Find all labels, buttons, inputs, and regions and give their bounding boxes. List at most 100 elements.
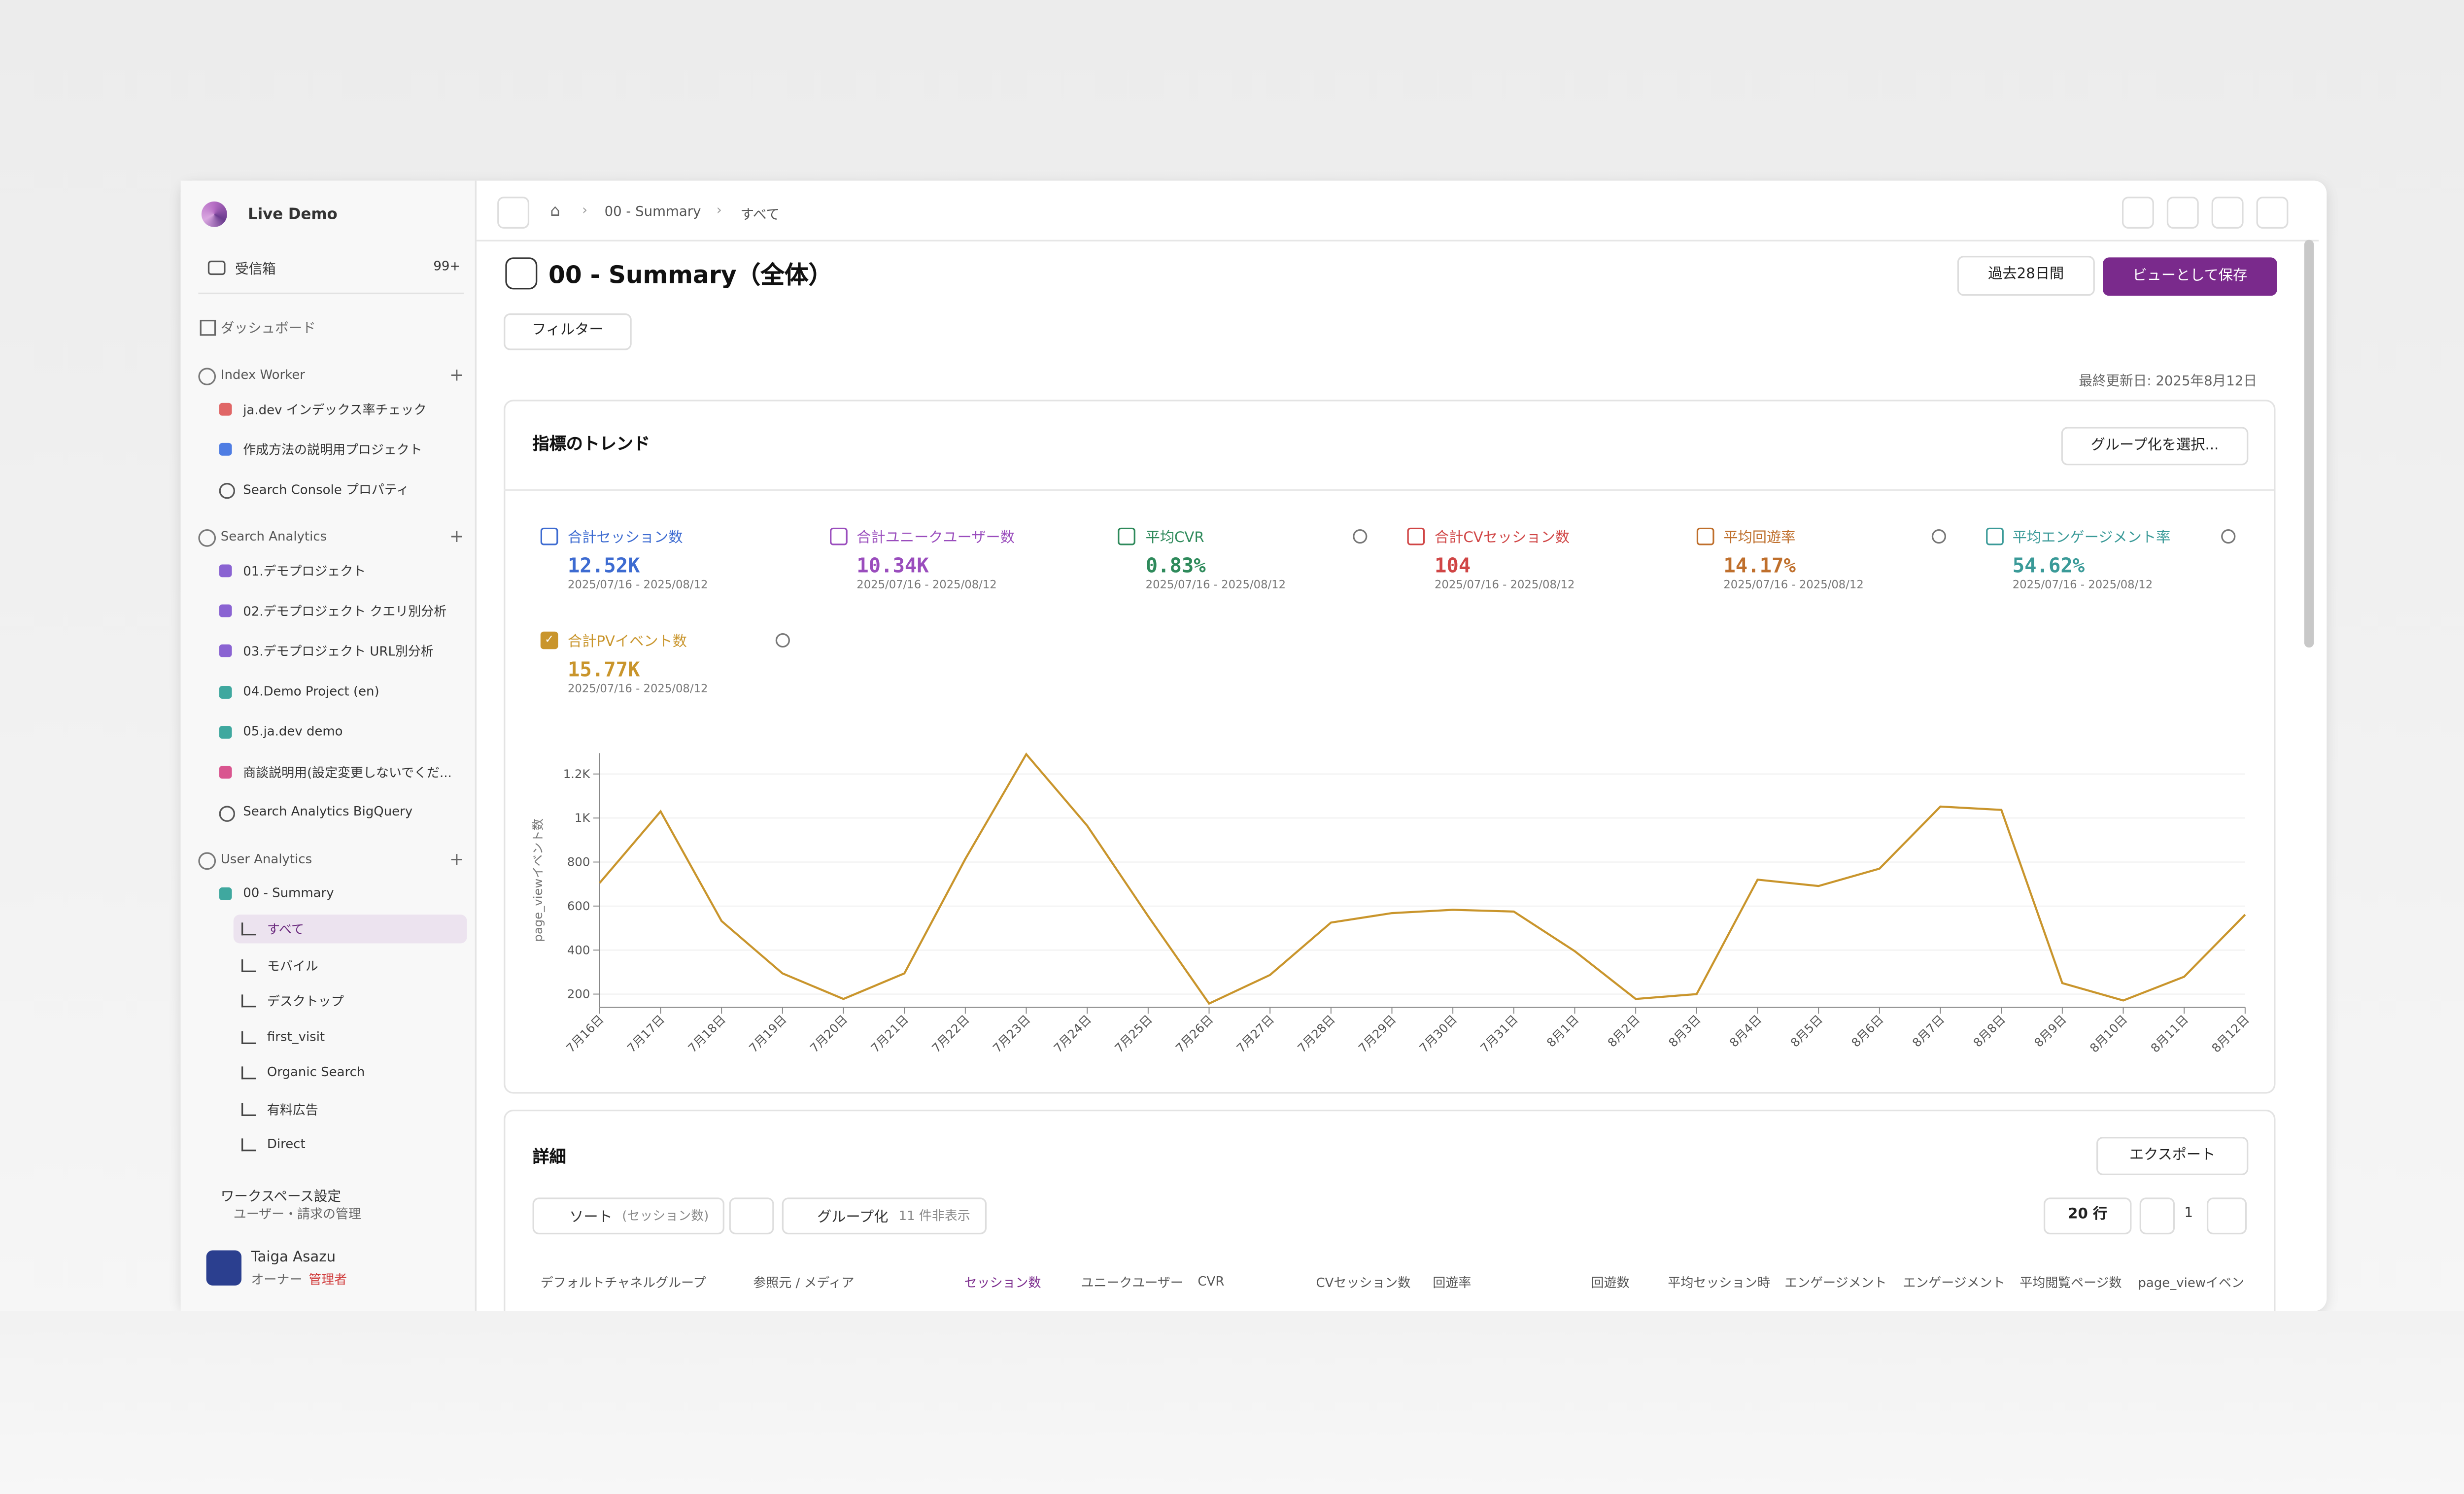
column-header[interactable]: デフォルトチャネルグループ xyxy=(540,1276,706,1290)
metric-checkbox[interactable]: ✓ xyxy=(540,631,558,649)
period-btn[interactable]: 過去28日間 xyxy=(1957,256,2095,296)
add-btn[interactable]: + xyxy=(449,849,464,870)
metric-checkbox[interactable] xyxy=(1696,527,1714,545)
rows-btn[interactable]: 20 行 xyxy=(2043,1197,2132,1235)
nav-subitem[interactable]: 有料広告 xyxy=(267,1102,318,1117)
column-header[interactable]: CVR xyxy=(1198,1274,1225,1289)
group-title[interactable]: Search Analytics xyxy=(220,529,327,544)
help-icon[interactable] xyxy=(775,633,790,648)
nav-item[interactable]: 商談説明用(設定変更しないでくだ... xyxy=(243,766,452,781)
nav-subitem[interactable]: モバイル xyxy=(267,958,318,973)
metric-name[interactable]: 平均エンゲージメント率 xyxy=(2012,531,2171,547)
column-header[interactable]: 平均セッション時 xyxy=(1668,1276,1771,1290)
column-header[interactable]: 回遊数 xyxy=(1591,1276,1630,1290)
export-btn[interactable]: エクスポート xyxy=(2096,1137,2249,1176)
add-btn[interactable]: + xyxy=(449,364,464,386)
column-header[interactable]: ユニークユーザー xyxy=(1081,1276,1183,1290)
metric-range: 2025/07/16 - 2025/08/12 xyxy=(1145,578,1286,592)
column-header[interactable]: エンゲージメント xyxy=(1784,1276,1887,1290)
nav-icon xyxy=(219,806,236,822)
metric-value: 104 xyxy=(1434,553,1471,577)
metric-checkbox[interactable] xyxy=(1407,527,1425,545)
group-title[interactable]: Index Worker xyxy=(220,368,305,382)
nav-icon xyxy=(219,645,232,658)
x-tick-label: 8月6日 xyxy=(1848,1012,1886,1050)
breadcrumb[interactable]: 00 - Summary xyxy=(604,204,701,221)
nav-item[interactable]: 02.デモプロジェクト クエリ別分析 xyxy=(243,605,447,619)
nav-subitem[interactable]: first_visit xyxy=(267,1029,325,1044)
group-icon xyxy=(198,852,216,870)
metric-name[interactable]: 合計PVイベント数 xyxy=(567,635,687,651)
avatar xyxy=(206,1250,241,1286)
nav-subitem[interactable]: Direct xyxy=(267,1137,306,1152)
x-tick-label: 8月10日 xyxy=(2087,1012,2130,1055)
metric-name[interactable]: 合計セッション数 xyxy=(567,531,683,547)
scrollbar[interactable] xyxy=(2304,239,2314,648)
add-btn[interactable]: + xyxy=(449,526,464,547)
metric-checkbox[interactable] xyxy=(829,527,847,545)
breadcrumb[interactable]: すべて xyxy=(740,207,780,224)
help-icon[interactable] xyxy=(1931,529,1946,544)
nav-item[interactable]: 01.デモプロジェクト xyxy=(243,564,366,579)
inbox[interactable]: 受信箱 xyxy=(235,262,276,278)
column-header[interactable]: エンゲージメント xyxy=(1903,1276,2005,1290)
nav-item[interactable]: 作成方法の説明用プロジェクト xyxy=(243,443,422,458)
column-header[interactable]: 平均閲覧ページ数 xyxy=(2019,1276,2122,1290)
settings[interactable]: ワークスペース設定 xyxy=(220,1189,341,1206)
help-icon[interactable] xyxy=(2220,529,2235,544)
x-tick-label: 7月28日 xyxy=(1295,1012,1338,1055)
dashboard-icon xyxy=(200,319,216,336)
nav-icon xyxy=(219,766,232,779)
sort-btn[interactable] xyxy=(532,1197,724,1235)
column-header[interactable]: page_viewイベン xyxy=(2138,1276,2244,1290)
user-name[interactable]: Taiga Asazu xyxy=(251,1250,336,1266)
nav-subitem[interactable]: デスクトップ xyxy=(267,994,344,1009)
metric-name[interactable]: 平均回遊率 xyxy=(1723,531,1796,547)
group-by-btn[interactable]: グループ化を選択... xyxy=(2061,427,2249,466)
metric-name[interactable]: 合計CVセッション数 xyxy=(1434,531,1570,547)
nav-active xyxy=(233,915,467,944)
metric-checkbox[interactable] xyxy=(1118,527,1136,545)
group-btn[interactable] xyxy=(782,1197,987,1235)
filter-btn[interactable]: フィルター xyxy=(504,313,632,350)
theme-btn[interactable] xyxy=(2256,197,2289,229)
workspace[interactable]: Live Demo xyxy=(247,206,338,224)
y-tick-label: 1K xyxy=(575,811,590,825)
metric-checkbox[interactable] xyxy=(540,527,558,545)
help-icon[interactable] xyxy=(1353,529,1368,544)
metric-name[interactable]: 平均CVR xyxy=(1145,531,1204,547)
sort-dir-btn[interactable] xyxy=(729,1197,774,1235)
x-tick-label: 7月31日 xyxy=(1477,1012,1521,1055)
trend-card xyxy=(504,400,2276,1094)
docs-btn[interactable] xyxy=(2166,197,2199,229)
column-header[interactable]: 回遊率 xyxy=(1433,1276,1472,1290)
x-tick-label: 7月23日 xyxy=(990,1012,1033,1055)
prev-btn[interactable] xyxy=(2139,1197,2175,1235)
download-btn[interactable] xyxy=(2122,197,2154,229)
column-header[interactable]: セッション数 xyxy=(964,1276,1041,1290)
nav-item[interactable]: Search Console プロパティ xyxy=(243,483,410,498)
metric-checkbox[interactable] xyxy=(1985,527,2003,545)
next-btn[interactable] xyxy=(2206,1197,2247,1235)
home-icon[interactable]: ⌂ xyxy=(550,203,560,221)
lang-btn[interactable] xyxy=(2211,197,2244,229)
nav-item[interactable]: 04.Demo Project (en) xyxy=(243,683,379,698)
nav-item[interactable]: ja.dev インデックス率チェック xyxy=(243,403,427,417)
toggle-sidebar[interactable] xyxy=(497,197,530,229)
nav-item[interactable]: 00 - Summary xyxy=(243,885,334,900)
dashboard[interactable]: ダッシュボード xyxy=(220,321,316,338)
save-view-btn[interactable]: ビューとして保存 xyxy=(2103,257,2277,296)
nav-item[interactable]: 05.ja.dev demo xyxy=(243,724,343,739)
column-header[interactable]: 参照元 / メディア xyxy=(753,1276,855,1290)
nav-item[interactable]: Search Analytics BigQuery xyxy=(243,804,413,819)
nav-subitem[interactable]: Organic Search xyxy=(267,1065,365,1080)
metric-name[interactable]: 合計ユニークユーザー数 xyxy=(856,531,1015,547)
column-header[interactable]: CVセッション数 xyxy=(1316,1276,1411,1290)
group-title[interactable]: User Analytics xyxy=(220,852,312,867)
topbar-divider xyxy=(476,239,2319,241)
nav-item[interactable]: 03.デモプロジェクト URL別分析 xyxy=(243,645,434,660)
x-tick-label: 8月1日 xyxy=(1544,1012,1582,1050)
nav-subitem[interactable]: すべて xyxy=(267,922,304,937)
nav-icon xyxy=(219,887,232,900)
